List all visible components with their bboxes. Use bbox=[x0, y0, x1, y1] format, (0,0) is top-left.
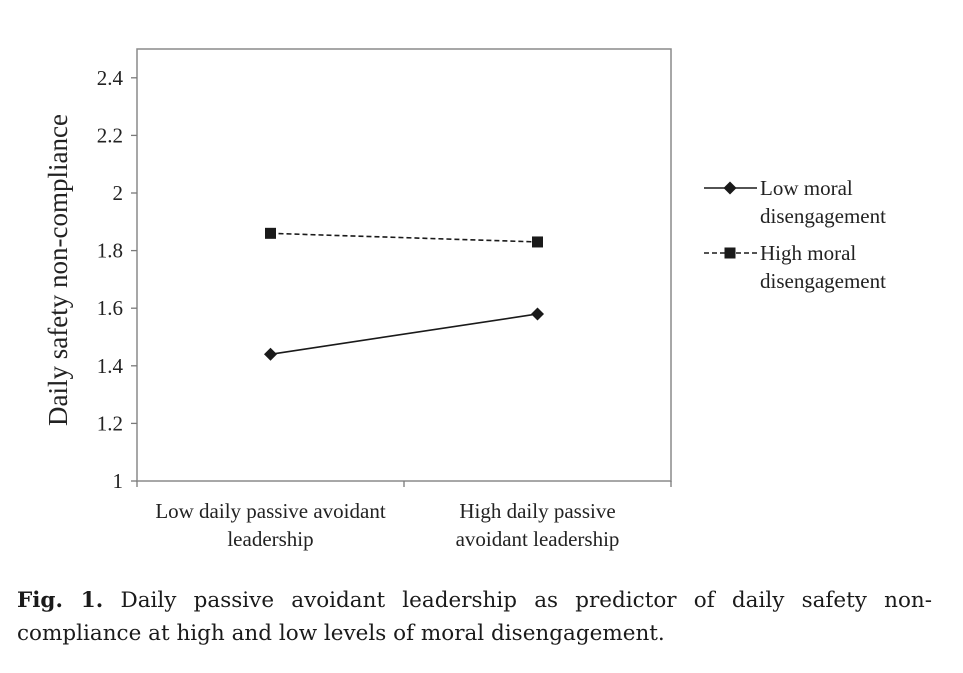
caption-label: Fig. 1. bbox=[17, 588, 104, 613]
legend-label-line: disengagement bbox=[760, 204, 886, 228]
x-category-label-line: Low daily passive avoidant bbox=[155, 499, 386, 523]
x-category-label-line: leadership bbox=[227, 527, 313, 551]
y-tick-label: 1.4 bbox=[97, 354, 124, 378]
data-point-square bbox=[532, 236, 543, 248]
y-tick-label: 1.6 bbox=[97, 296, 123, 320]
legend-label-line: disengagement bbox=[760, 269, 886, 293]
y-tick-label: 1.2 bbox=[97, 411, 123, 435]
y-tick-label: 2.2 bbox=[97, 123, 123, 147]
legend-label: High moral disengagement bbox=[760, 241, 886, 293]
legend-marker-square bbox=[724, 247, 736, 259]
figure-caption: Fig. 1. Daily passive avoidant leadershi… bbox=[17, 584, 932, 650]
data-point-diamond bbox=[531, 307, 544, 321]
legend: Low moral disengagement High moral disengag… bbox=[704, 176, 886, 293]
series-line bbox=[270, 313, 538, 356]
legend-item: High moral disengagement bbox=[704, 241, 886, 293]
x-category-label: High daily passive avoidant leadership bbox=[456, 499, 620, 551]
legend-label-line: High moral bbox=[760, 241, 856, 265]
x-category-label-line: avoidant leadership bbox=[456, 527, 620, 551]
y-tick-label: 1 bbox=[113, 469, 124, 493]
y-tick-label: 2.4 bbox=[97, 66, 124, 90]
data-point-diamond bbox=[264, 347, 277, 361]
legend-label: Low moral disengagement bbox=[760, 176, 886, 228]
x-category-label: Low daily passive avoidant leadership bbox=[155, 499, 386, 551]
series-high-moral-disengagement bbox=[265, 227, 543, 248]
x-category-label-line: High daily passive bbox=[459, 499, 615, 523]
y-tick-label: 2 bbox=[113, 181, 124, 205]
series-low-moral-disengagement bbox=[264, 307, 544, 361]
y-axis: 1 1.2 1.4 1.6 1.8 2 2.2 2.4 bbox=[97, 66, 137, 493]
legend-label-line: Low moral bbox=[760, 176, 853, 200]
x-axis: Low daily passive avoidant leadership High… bbox=[136, 481, 672, 551]
series-line bbox=[270, 232, 538, 243]
y-axis-title: Daily safety non-compliance bbox=[43, 114, 73, 426]
chart: 1 1.2 1.4 1.6 1.8 2 2.2 2.4 Low daily passive a… bbox=[43, 48, 886, 551]
legend-marker-diamond bbox=[723, 181, 737, 195]
plot-frame bbox=[136, 48, 672, 482]
y-tick-label: 1.8 bbox=[97, 239, 123, 263]
caption-text: Daily passive avoidant leadership as pre… bbox=[17, 588, 933, 646]
data-point-square bbox=[265, 227, 276, 239]
series-layer bbox=[264, 227, 544, 361]
legend-item: Low moral disengagement bbox=[704, 176, 886, 228]
